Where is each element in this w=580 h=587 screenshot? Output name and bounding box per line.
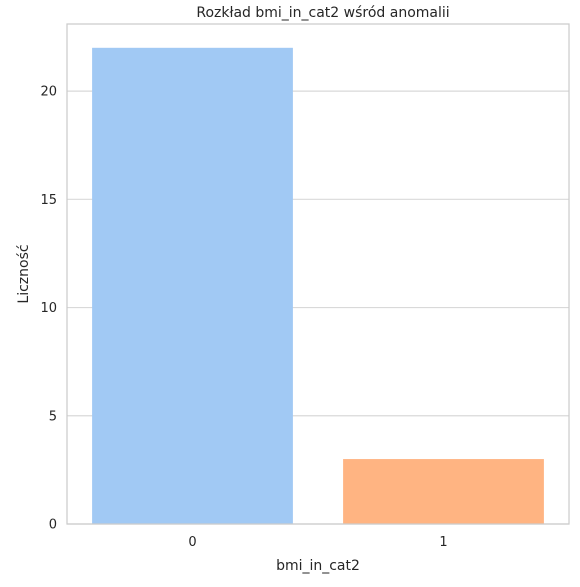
bar-1 — [343, 459, 544, 524]
plot-frame — [66, 23, 570, 525]
chart-title: Rozkład bmi_in_cat2 wśród anomalii — [196, 5, 449, 21]
x-tick-label: 1 — [439, 535, 447, 550]
bar-0 — [92, 47, 293, 525]
y-tick-labels: 0 5 10 15 20 — [40, 85, 57, 533]
y-axis-label: Liczność — [16, 244, 32, 303]
y-tick-label: 0 — [49, 518, 57, 533]
x-axis-label: bmi_in_cat2 — [276, 558, 360, 574]
bars — [92, 47, 544, 525]
y-tick-label: 5 — [49, 409, 57, 424]
x-tick-label: 0 — [188, 535, 196, 550]
y-tick-label: 15 — [40, 193, 57, 208]
y-tick-label: 20 — [40, 85, 57, 100]
y-tick-label: 10 — [40, 301, 57, 316]
